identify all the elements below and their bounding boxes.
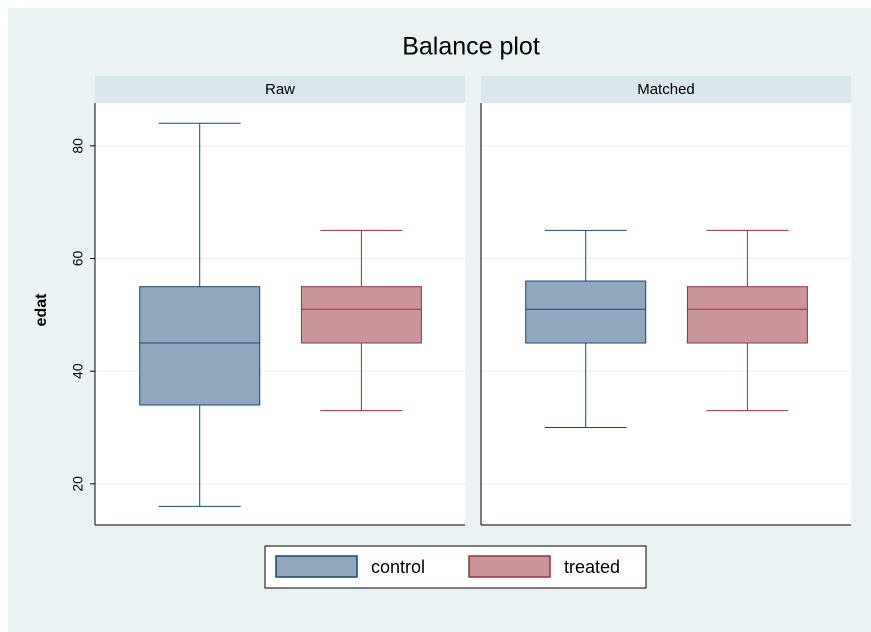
- box: [686, 286, 808, 344]
- box: [139, 286, 261, 406]
- panel-title: Raw: [265, 81, 295, 98]
- y-tick-label: 60: [70, 251, 86, 267]
- legend-label: treated: [564, 557, 620, 577]
- legend-swatch: [468, 555, 551, 578]
- y-tick-label: 40: [70, 363, 86, 379]
- box: [300, 286, 422, 344]
- y-tick-label: 80: [70, 138, 86, 154]
- y-axis-label: edat: [33, 293, 50, 327]
- box: [525, 280, 647, 344]
- panel-header: [95, 76, 465, 103]
- panel-header: [481, 76, 851, 103]
- legend-label: control: [371, 557, 425, 577]
- panel-title: Matched: [637, 81, 695, 98]
- chart-title: Balance plot: [402, 33, 540, 61]
- y-tick-label: 20: [70, 476, 86, 492]
- legend-swatch: [275, 555, 358, 578]
